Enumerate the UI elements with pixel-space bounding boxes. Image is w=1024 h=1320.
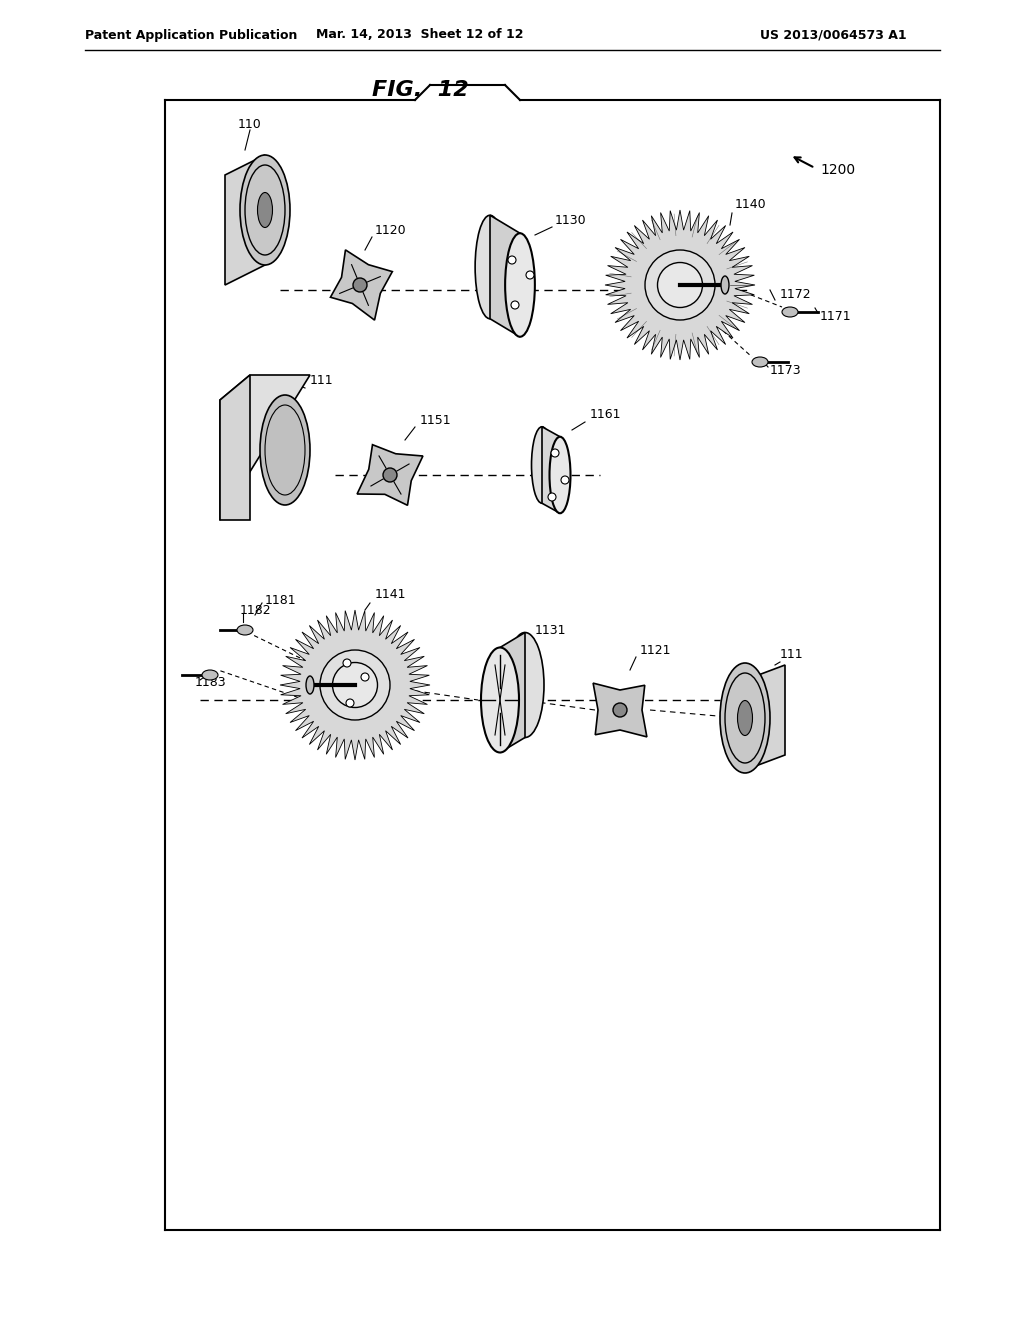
Ellipse shape [240,154,290,265]
Ellipse shape [613,704,627,717]
Ellipse shape [260,395,310,506]
Polygon shape [745,665,785,770]
Text: FIG.  12: FIG. 12 [372,81,468,100]
Ellipse shape [481,648,519,752]
Ellipse shape [561,477,569,484]
Polygon shape [331,249,392,321]
Ellipse shape [353,279,367,292]
Ellipse shape [346,700,354,708]
Ellipse shape [202,671,218,680]
Ellipse shape [257,193,272,227]
Text: 111: 111 [310,374,334,387]
Text: Mar. 14, 2013  Sheet 12 of 12: Mar. 14, 2013 Sheet 12 of 12 [316,29,523,41]
Text: 1131: 1131 [535,623,566,636]
Ellipse shape [550,437,570,513]
Text: US 2013/0064573 A1: US 2013/0064573 A1 [760,29,906,41]
Ellipse shape [782,308,798,317]
Polygon shape [500,632,525,752]
Polygon shape [220,375,310,520]
Text: 1172: 1172 [780,289,812,301]
Text: Patent Application Publication: Patent Application Publication [85,29,297,41]
Ellipse shape [657,263,702,308]
Text: 1171: 1171 [820,310,852,323]
Ellipse shape [551,449,559,457]
Text: 1161: 1161 [590,408,622,421]
Text: 1130: 1130 [555,214,587,227]
Ellipse shape [721,276,729,294]
Text: 1151: 1151 [420,413,452,426]
Polygon shape [220,375,250,520]
Polygon shape [280,610,430,760]
Text: 1181: 1181 [265,594,297,606]
Text: 1120: 1120 [375,223,407,236]
Ellipse shape [531,426,553,503]
Text: 1140: 1140 [735,198,767,211]
Ellipse shape [506,632,544,738]
Ellipse shape [319,649,390,719]
Ellipse shape [306,676,314,694]
Ellipse shape [526,271,534,279]
Ellipse shape [383,469,397,482]
Ellipse shape [645,249,715,319]
Text: 1121: 1121 [640,644,672,656]
Text: 1173: 1173 [770,363,802,376]
Ellipse shape [361,673,369,681]
Text: 110: 110 [239,119,262,132]
Ellipse shape [475,215,505,318]
Ellipse shape [333,663,378,708]
Ellipse shape [343,659,351,667]
Ellipse shape [752,356,768,367]
Text: 1182: 1182 [240,603,271,616]
Ellipse shape [237,624,253,635]
Text: 111: 111 [780,648,804,661]
Polygon shape [490,215,520,337]
Ellipse shape [505,234,535,337]
Ellipse shape [720,663,770,774]
Text: 1200: 1200 [820,162,855,177]
Ellipse shape [548,492,556,502]
Ellipse shape [511,301,519,309]
Text: 1183: 1183 [195,676,226,689]
Ellipse shape [737,701,753,735]
Polygon shape [593,684,647,737]
Ellipse shape [508,256,516,264]
Polygon shape [542,426,560,513]
Polygon shape [357,445,423,506]
Polygon shape [605,210,755,360]
Polygon shape [225,154,265,285]
Text: 1141: 1141 [375,589,407,602]
